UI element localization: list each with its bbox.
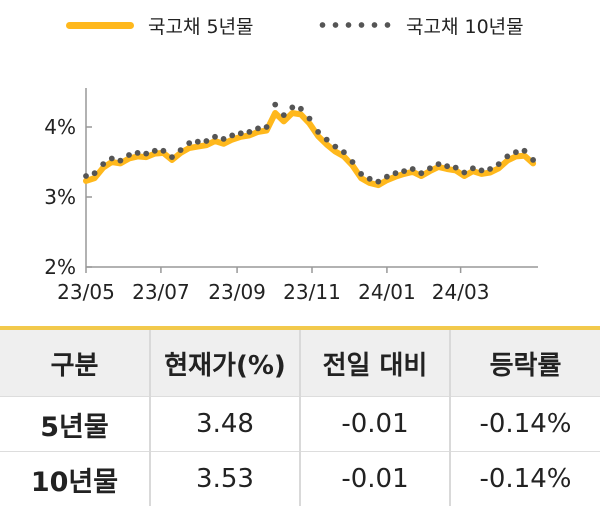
series-point-10y [255, 125, 261, 131]
y-tick-label: 4% [44, 115, 76, 139]
yield-table-container: 구분 현재가(%) 전일 대비 등락률 5년물 3.48 -0.01 -0.14… [0, 326, 600, 506]
series-point-10y [264, 124, 270, 130]
series-point-10y [358, 171, 364, 177]
series-point-10y [513, 149, 519, 155]
series-point-10y [221, 136, 227, 142]
series-point-10y [152, 148, 158, 154]
x-tick-label: 23/09 [208, 280, 266, 304]
header-day-change: 전일 대비 [300, 330, 450, 397]
table-row: 5년물 3.48 -0.01 -0.14% [0, 397, 600, 452]
table-header-row: 구분 현재가(%) 전일 대비 등락률 [0, 330, 600, 397]
legend-label-10y: 국고채 10년물 [406, 12, 524, 39]
series-point-10y [109, 156, 115, 162]
series-point-10y [410, 166, 416, 172]
legend-label-5y: 국고채 5년물 [148, 12, 254, 39]
x-tick-label: 23/07 [132, 280, 190, 304]
y-tick-label: 2% [44, 255, 76, 279]
day-change-cell: -0.01 [300, 452, 450, 506]
series-point-10y [100, 161, 106, 167]
series-point-10y [367, 176, 373, 182]
legend-solid-line-swatch [66, 22, 134, 29]
series-point-10y [530, 157, 536, 163]
series-point-10y [427, 165, 433, 171]
change-rate-cell: -0.14% [450, 397, 600, 452]
series-point-10y [453, 165, 459, 171]
series-point-10y [393, 170, 399, 176]
y-tick-label: 3% [44, 185, 76, 209]
table-row: 10년물 3.53 -0.01 -0.14% [0, 452, 600, 506]
series-point-10y [504, 154, 510, 160]
series-point-10y [332, 144, 338, 150]
day-change-cell: -0.01 [300, 397, 450, 452]
series-point-10y [204, 138, 210, 144]
series-point-10y [341, 149, 347, 155]
yield-table: 구분 현재가(%) 전일 대비 등락률 5년물 3.48 -0.01 -0.14… [0, 330, 600, 506]
series-point-10y [281, 112, 287, 118]
series-point-10y [375, 179, 381, 185]
series-point-10y [324, 137, 330, 143]
series-point-10y [92, 170, 98, 176]
series-point-10y [522, 148, 528, 154]
series-point-10y [470, 165, 476, 171]
row-label: 5년물 [0, 397, 150, 452]
series-point-10y [195, 139, 201, 145]
series-point-10y [238, 130, 244, 136]
current-price-cell: 3.53 [150, 452, 300, 506]
legend-dotted-line-swatch [316, 22, 392, 28]
x-tick-label: 23/05 [57, 280, 115, 304]
x-tick-label: 24/03 [432, 280, 490, 304]
series-point-10y [126, 152, 132, 158]
series-point-10y [272, 102, 278, 108]
x-tick-label: 23/11 [283, 280, 341, 304]
series-point-10y [315, 129, 321, 135]
series-point-10y [143, 151, 149, 157]
series-point-10y [169, 154, 175, 160]
series-point-10y [298, 106, 304, 112]
series-point-10y [178, 147, 184, 153]
series-point-10y [161, 148, 167, 154]
series-point-10y [479, 168, 485, 174]
yield-chart: 2% 3% 4% 23/05 23/07 23/09 23/11 24/01 24/03 [0, 0, 600, 320]
series-point-10y [289, 105, 295, 111]
series-point-10y [496, 161, 502, 167]
header-current-price: 현재가(%) [150, 330, 300, 397]
series-point-10y [135, 150, 141, 156]
series-point-10y [212, 134, 218, 140]
series-point-10y [401, 168, 407, 174]
series-point-10y [436, 161, 442, 167]
series-point-10y [307, 116, 313, 122]
legend-item-10y: 국고채 10년물 [316, 10, 524, 40]
row-label: 10년물 [0, 452, 150, 506]
current-price-cell: 3.48 [150, 397, 300, 452]
series-point-10y [118, 158, 124, 164]
series-point-10y [461, 170, 467, 176]
series-point-10y [418, 170, 424, 176]
series-point-10y [229, 133, 235, 139]
header-category: 구분 [0, 330, 150, 397]
series-point-10y [444, 163, 450, 169]
x-tick-label: 24/01 [358, 280, 416, 304]
legend-item-5y: 국고채 5년물 [66, 10, 254, 40]
series-point-10y [487, 166, 493, 172]
series-point-10y [186, 140, 192, 146]
series-point-10y [247, 129, 253, 135]
series-point-10y [83, 173, 89, 179]
change-rate-cell: -0.14% [450, 452, 600, 506]
series-point-10y [350, 159, 356, 165]
series-point-10y [384, 174, 390, 180]
header-change-rate: 등락률 [450, 330, 600, 397]
